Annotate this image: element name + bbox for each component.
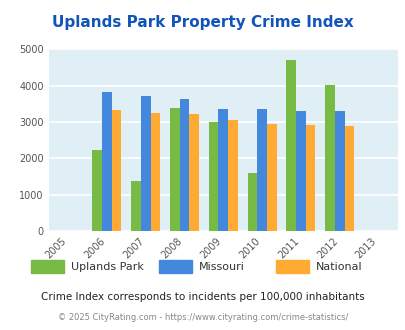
Bar <box>324 85 334 231</box>
Text: Missouri: Missouri <box>199 262 245 272</box>
Text: Uplands Park: Uplands Park <box>71 262 144 272</box>
Bar <box>131 181 141 231</box>
Text: © 2025 CityRating.com - https://www.cityrating.com/crime-statistics/: © 2025 CityRating.com - https://www.city… <box>58 313 347 322</box>
FancyBboxPatch shape <box>159 260 192 273</box>
FancyBboxPatch shape <box>275 260 308 273</box>
Bar <box>218 109 228 231</box>
Bar <box>228 120 237 231</box>
Bar <box>170 108 179 231</box>
Bar <box>266 123 276 231</box>
Bar <box>102 92 111 231</box>
Bar <box>247 173 257 231</box>
Bar <box>295 111 305 231</box>
Bar <box>92 150 102 231</box>
Text: National: National <box>315 262 362 272</box>
Bar <box>208 122 218 231</box>
Bar <box>305 125 315 231</box>
Bar <box>141 96 150 231</box>
Bar <box>257 109 266 231</box>
Bar <box>334 111 344 231</box>
Bar <box>286 60 295 231</box>
Bar <box>150 114 160 231</box>
Bar <box>111 110 121 231</box>
Text: Uplands Park Property Crime Index: Uplands Park Property Crime Index <box>52 15 353 30</box>
Bar <box>344 126 353 231</box>
FancyBboxPatch shape <box>31 260 64 273</box>
Bar <box>179 98 189 231</box>
Bar <box>189 115 198 231</box>
Text: Crime Index corresponds to incidents per 100,000 inhabitants: Crime Index corresponds to incidents per… <box>41 292 364 302</box>
